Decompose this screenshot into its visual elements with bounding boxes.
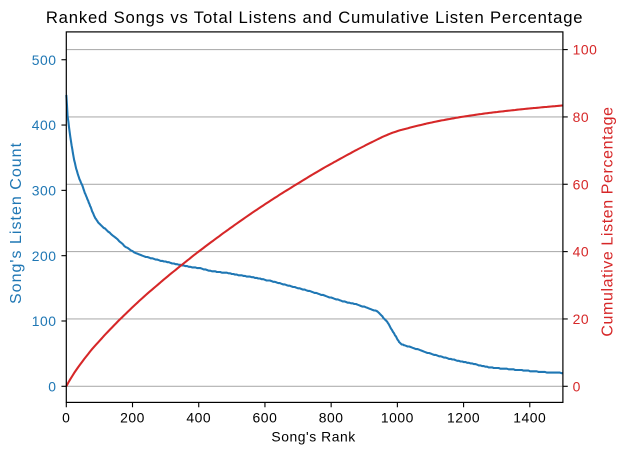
- svg-text:Ranked Songs vs Total Listens: Ranked Songs vs Total Listens and Cumula…: [46, 8, 584, 27]
- svg-text:Song's Rank: Song's Rank: [271, 429, 355, 445]
- svg-text:80: 80: [573, 109, 590, 125]
- svg-text:0: 0: [573, 378, 581, 394]
- svg-text:0: 0: [48, 378, 56, 394]
- svg-text:100: 100: [32, 313, 57, 329]
- svg-text:100: 100: [573, 42, 598, 58]
- svg-text:Song's Listen Count: Song's Listen Count: [8, 142, 25, 304]
- svg-text:1200: 1200: [447, 409, 480, 425]
- svg-text:40: 40: [573, 244, 590, 260]
- svg-text:1400: 1400: [513, 409, 546, 425]
- svg-text:500: 500: [32, 52, 57, 68]
- svg-text:800: 800: [319, 409, 344, 425]
- svg-text:400: 400: [32, 117, 57, 133]
- svg-text:Cumulative Listen Percentage: Cumulative Listen Percentage: [600, 106, 617, 336]
- svg-text:200: 200: [32, 248, 57, 264]
- svg-text:60: 60: [573, 176, 590, 192]
- svg-text:0: 0: [62, 409, 70, 425]
- svg-text:20: 20: [573, 311, 590, 327]
- svg-text:200: 200: [120, 409, 145, 425]
- svg-text:400: 400: [186, 409, 211, 425]
- svg-text:300: 300: [32, 182, 57, 198]
- svg-text:1000: 1000: [381, 409, 414, 425]
- svg-text:600: 600: [253, 409, 278, 425]
